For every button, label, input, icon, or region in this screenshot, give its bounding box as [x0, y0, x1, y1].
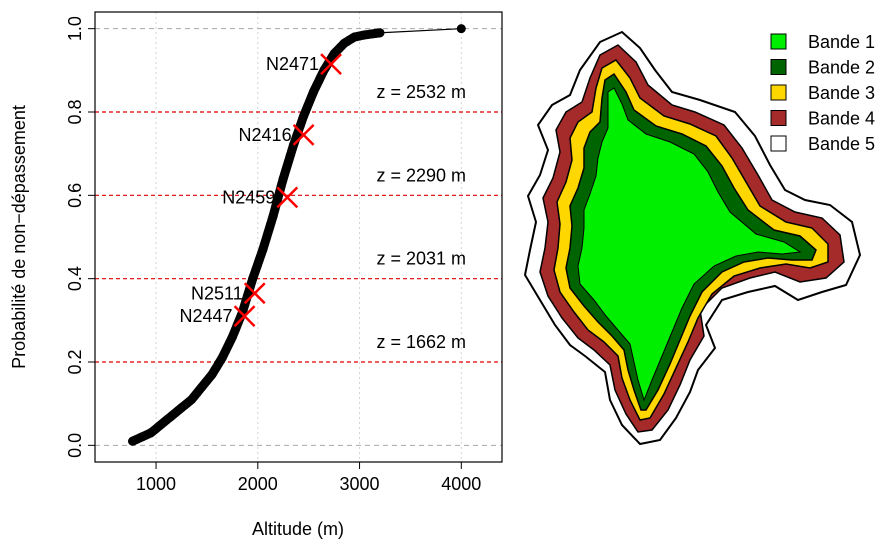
curve-point	[146, 428, 156, 438]
legend-label: Bande 1	[808, 32, 875, 52]
x-axis: 1000 2000 3000 4000	[136, 462, 481, 494]
cdf-plot: z = 1662 m z = 2031 m z = 2290 m z = 2532 m…	[9, 11, 503, 539]
curve-point	[197, 382, 207, 392]
y-tick-label: 0.6	[65, 183, 85, 208]
legend-swatch	[770, 135, 787, 152]
curve-point	[128, 436, 138, 446]
curve-point	[187, 395, 197, 404]
curve-point	[258, 245, 268, 254]
curve-point	[339, 38, 349, 48]
station-label: N2447	[180, 306, 233, 326]
curve-point	[227, 332, 237, 342]
station-markers: N2471 N2416 N2459 N2511 N2447	[180, 53, 342, 328]
cdf-band	[128, 28, 385, 446]
legend-label: Bande 3	[808, 83, 875, 103]
legend-label: Bande 5	[808, 134, 875, 154]
watershed-map	[523, 30, 862, 446]
curve-point	[248, 274, 258, 284]
x-axis-label: Altitude (m)	[252, 519, 344, 539]
band-label: z = 2290 m	[376, 165, 466, 185]
station-marker	[243, 282, 266, 305]
legend-swatch	[770, 33, 787, 50]
station-label: N2459	[222, 187, 275, 207]
station-marker	[276, 186, 299, 209]
y-tick-label: 0.4	[65, 266, 85, 291]
curve-point	[207, 370, 217, 379]
curve-point	[299, 111, 309, 121]
station-marker	[320, 53, 342, 75]
map-band-1	[577, 87, 802, 402]
curve-point	[166, 411, 176, 421]
curve-point	[278, 174, 288, 184]
plot-frame	[94, 11, 503, 463]
y-tick-label: 1.0	[65, 16, 85, 41]
station-label: N2511	[191, 283, 243, 303]
x-tick-label: 4000	[441, 474, 481, 494]
station-marker	[292, 124, 315, 146]
station-marker	[233, 305, 256, 328]
y-tick-label: 0.2	[65, 349, 85, 374]
legend-label: Bande 4	[808, 109, 875, 129]
curve-point	[309, 86, 319, 96]
band-label: z = 2532 m	[376, 82, 466, 102]
y-axis-label: Probabilité de non−dépassement	[9, 105, 29, 369]
curve-point	[349, 32, 359, 42]
curve-point	[268, 211, 278, 221]
curve-point	[329, 49, 339, 59]
y-axis: 0.0 0.2 0.4 0.6 0.8 1.0	[65, 16, 95, 458]
legend: Bande 1 Bande 2 Bande 3 Bande 4 Bande 5	[770, 32, 875, 154]
curve-point	[176, 403, 186, 413]
curve-point	[137, 432, 147, 442]
curve-point	[156, 420, 166, 429]
y-tick-label: 0.8	[65, 99, 85, 124]
x-tick-label: 3000	[340, 474, 380, 494]
x-tick-label: 2000	[238, 474, 278, 494]
y-tick-label: 0.0	[65, 433, 85, 458]
legend-label: Bande 2	[808, 58, 875, 78]
legend-swatch	[770, 84, 787, 101]
curve-point	[360, 30, 370, 40]
curve-tail	[379, 28, 462, 34]
band-label: z = 2031 m	[376, 249, 466, 269]
outlier-point	[456, 24, 466, 34]
band-label: z = 1662 m	[376, 332, 466, 352]
x-tick-label: 1000	[136, 474, 176, 494]
legend-swatch	[770, 110, 787, 126]
band-threshold-lines: z = 1662 m z = 2031 m z = 2290 m z = 2532 m	[95, 82, 502, 363]
station-label: N2416	[239, 125, 292, 145]
curve-point	[217, 353, 227, 363]
station-label: N2471	[266, 54, 319, 74]
legend-swatch	[770, 59, 787, 75]
grid-lines	[95, 12, 502, 462]
